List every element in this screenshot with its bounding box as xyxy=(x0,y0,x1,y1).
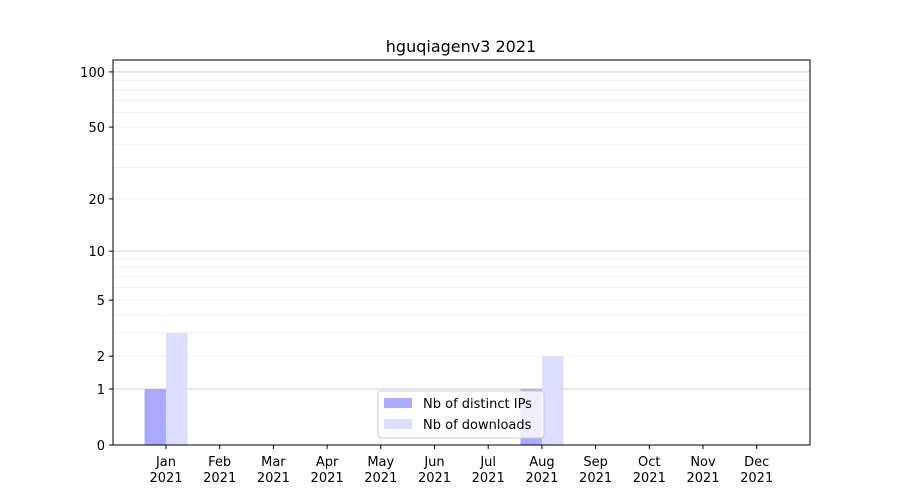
x-tick-label: May xyxy=(367,455,394,470)
legend-swatch xyxy=(384,398,412,408)
y-tick-label: 1 xyxy=(97,383,105,398)
legend-label: Nb of distinct IPs xyxy=(423,397,532,412)
x-tick-label: Jun xyxy=(423,455,444,470)
x-tick-label: Jan xyxy=(155,455,176,470)
y-tick-label: 50 xyxy=(88,121,105,136)
y-tick-label: 0 xyxy=(97,439,105,454)
x-tick-label: 2021 xyxy=(579,471,612,486)
y-tick-label: 5 xyxy=(97,294,105,309)
x-tick-label: Nov xyxy=(690,455,716,470)
bar-distinct-ips xyxy=(144,388,166,445)
x-tick-label: 2021 xyxy=(633,471,666,486)
plot-frame xyxy=(112,59,811,446)
y-tick-label: 20 xyxy=(88,193,105,208)
x-tick-label: Feb xyxy=(208,455,231,470)
chart-title: hguqiagenv3 2021 xyxy=(386,37,536,56)
x-tick-label: Mar xyxy=(261,455,286,470)
x-tick-label: 2021 xyxy=(257,471,290,486)
x-tick-label: 2021 xyxy=(686,471,719,486)
x-tick-label: Dec xyxy=(744,455,769,470)
x-tick-label: Apr xyxy=(316,455,339,470)
legend: Nb of distinct IPs Nb of downloads xyxy=(377,390,545,439)
x-tick-label: 2021 xyxy=(472,471,505,486)
x-tick-label: 2021 xyxy=(525,471,558,486)
legend-label: Nb of downloads xyxy=(423,418,532,433)
legend-swatch xyxy=(384,419,412,429)
y-tick-label: 100 xyxy=(80,66,105,81)
x-tick-label: Oct xyxy=(638,455,660,470)
x-tick-label: Aug xyxy=(529,455,554,470)
x-tick-label: Jul xyxy=(479,455,496,470)
y-tick-label: 2 xyxy=(97,350,105,365)
x-tick-label: 2021 xyxy=(364,471,397,486)
bar-downloads xyxy=(541,356,564,445)
x-tick-label: 2021 xyxy=(203,471,236,486)
x-tick-label: 2021 xyxy=(149,471,182,486)
x-tick-label: 2021 xyxy=(740,471,773,486)
x-tick-label: 2021 xyxy=(418,471,451,486)
legend-box xyxy=(377,390,545,439)
bar-downloads xyxy=(166,332,188,445)
x-tick-label: 2021 xyxy=(311,471,344,486)
y-tick-label: 10 xyxy=(88,245,105,260)
x-tick-label: Sep xyxy=(583,455,608,470)
